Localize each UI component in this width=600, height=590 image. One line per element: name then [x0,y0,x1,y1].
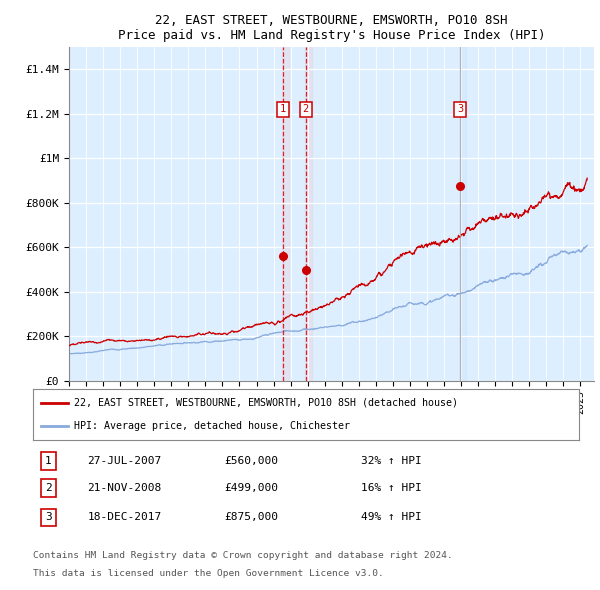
Bar [282,47,289,381]
Text: 27-JUL-2007: 27-JUL-2007 [88,456,162,466]
Text: 2: 2 [45,483,52,493]
Text: 16% ↑ HPI: 16% ↑ HPI [361,483,421,493]
Text: 1: 1 [45,456,52,466]
Text: 32% ↑ HPI: 32% ↑ HPI [361,456,421,466]
Text: £875,000: £875,000 [224,513,278,523]
Text: 21-NOV-2008: 21-NOV-2008 [88,483,162,493]
Text: 3: 3 [45,513,52,523]
Text: 22, EAST STREET, WESTBOURNE, EMSWORTH, PO10 8SH (detached house): 22, EAST STREET, WESTBOURNE, EMSWORTH, P… [74,398,458,408]
Text: 3: 3 [457,104,463,114]
Bar [460,47,466,381]
Title: 22, EAST STREET, WESTBOURNE, EMSWORTH, PO10 8SH
Price paid vs. HM Land Registry': 22, EAST STREET, WESTBOURNE, EMSWORTH, P… [118,14,545,42]
Text: £560,000: £560,000 [224,456,278,466]
Text: 2: 2 [302,104,309,114]
Text: This data is licensed under the Open Government Licence v3.0.: This data is licensed under the Open Gov… [33,569,384,578]
Text: 49% ↑ HPI: 49% ↑ HPI [361,513,421,523]
Bar [305,47,311,381]
Text: HPI: Average price, detached house, Chichester: HPI: Average price, detached house, Chic… [74,421,350,431]
Text: Contains HM Land Registry data © Crown copyright and database right 2024.: Contains HM Land Registry data © Crown c… [33,551,453,560]
Text: £499,000: £499,000 [224,483,278,493]
Text: 1: 1 [280,104,286,114]
Text: 18-DEC-2017: 18-DEC-2017 [88,513,162,523]
